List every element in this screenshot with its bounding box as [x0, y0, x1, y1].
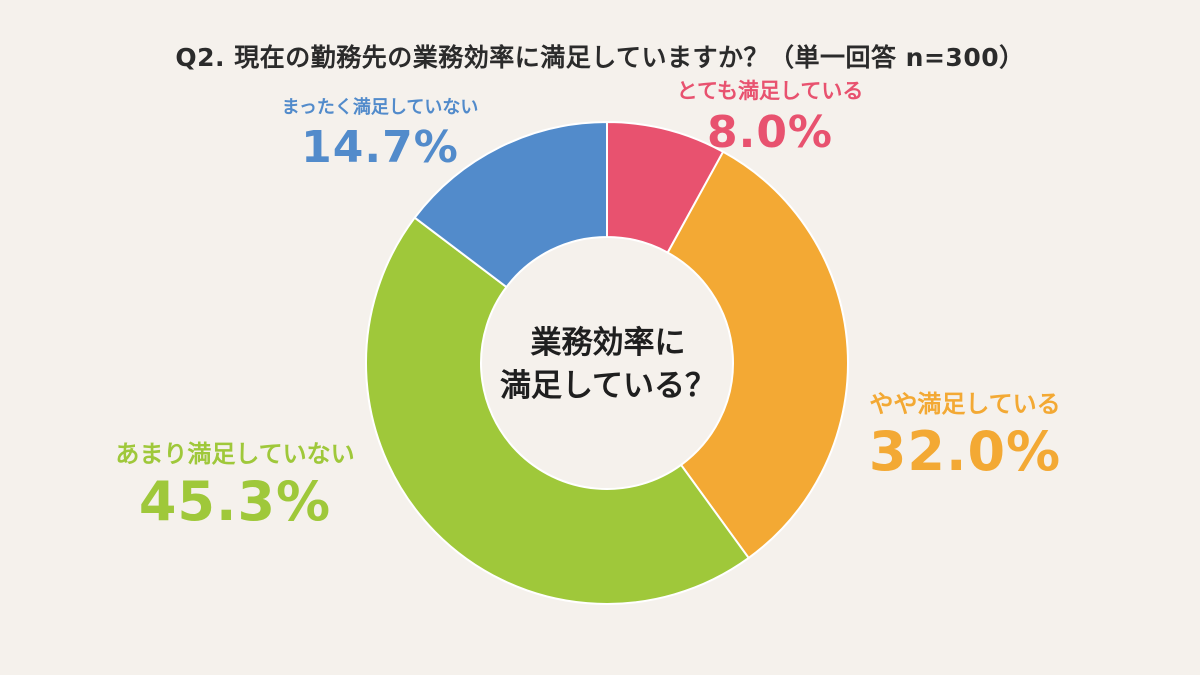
- slice-label: あまり満足していない: [115, 440, 355, 468]
- center-label-line-2: 満足している？: [499, 368, 717, 404]
- callout-very-satisfied: とても満足している 8.0%: [670, 75, 870, 161]
- slice-label: やや満足している: [869, 390, 1061, 418]
- callout-not-very-satisfied: あまり満足していない 45.3%: [100, 434, 370, 535]
- donut-center-label: 業務効率に 満足している？: [483, 322, 733, 408]
- slice-not-very-satisfied: [365, 216, 751, 605]
- slice-somewhat-satisfied: [666, 150, 849, 560]
- center-label-line-1: 業務効率に: [530, 325, 686, 361]
- slice-percentage: 14.7%: [301, 122, 459, 173]
- callout-somewhat-satisfied: やや満足している 32.0%: [855, 384, 1075, 485]
- slice-percentage: 32.0%: [868, 420, 1062, 483]
- slice-percentage: 45.3%: [138, 470, 332, 533]
- callout-not-satisfied-at-all: まったく満足していない 14.7%: [270, 93, 490, 177]
- chart-title: Q2. 現在の勤務先の業務効率に満足していますか？（単一回答 n=300）: [175, 43, 1025, 72]
- slice-not-satisfied-at-all: [413, 120, 608, 289]
- slice-label: まったく満足していない: [281, 97, 479, 118]
- slice-label: とても満足している: [676, 79, 864, 103]
- slice-percentage: 8.0%: [706, 107, 834, 158]
